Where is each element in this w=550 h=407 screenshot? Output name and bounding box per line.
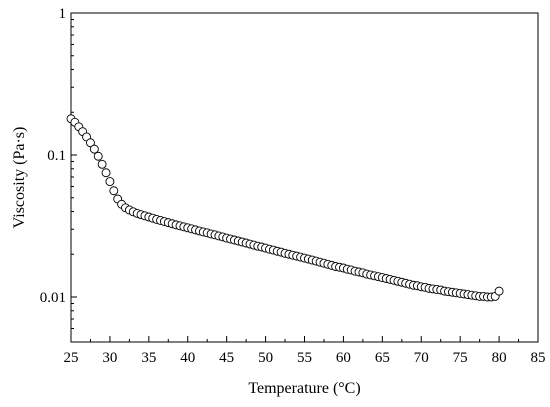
- data-point: [105, 177, 115, 187]
- data-point: [86, 138, 95, 148]
- x-axis-title: Temperature (°C): [248, 380, 360, 397]
- x-tick-label: 45: [219, 350, 234, 366]
- data-point: [93, 151, 103, 161]
- x-tick-label: 25: [64, 350, 79, 366]
- data-point: [97, 159, 107, 169]
- x-tick-label: 80: [492, 350, 507, 366]
- x-tick-label: 55: [297, 350, 312, 366]
- x-tick-label: 70: [414, 350, 429, 366]
- data-point: [494, 286, 504, 296]
- x-tick-label: 40: [180, 350, 195, 366]
- x-tick-label: 85: [531, 350, 546, 366]
- x-tick-label: 50: [258, 350, 273, 366]
- x-tick-label: 65: [375, 350, 390, 366]
- data-series: [66, 114, 504, 302]
- x-tick-label: 35: [141, 350, 156, 366]
- y-tick-label: 0.1: [47, 148, 66, 164]
- y-axis-title: Viscosity (Pa·s): [11, 127, 28, 229]
- data-point: [89, 144, 99, 154]
- x-axis-ticks: 25 30 35 40 45 50 55 60 65 70 75 80 85: [64, 336, 546, 366]
- data-point: [109, 186, 119, 196]
- y-tick-label: 1: [59, 6, 67, 22]
- x-tick-label: 75: [453, 350, 468, 366]
- x-tick-label: 30: [102, 350, 117, 366]
- x-tick-label: 60: [336, 350, 351, 366]
- y-tick-label: 0.01: [40, 290, 66, 306]
- data-point: [101, 168, 111, 178]
- y-axis-ticks: 0.01 0.1 1: [40, 6, 77, 330]
